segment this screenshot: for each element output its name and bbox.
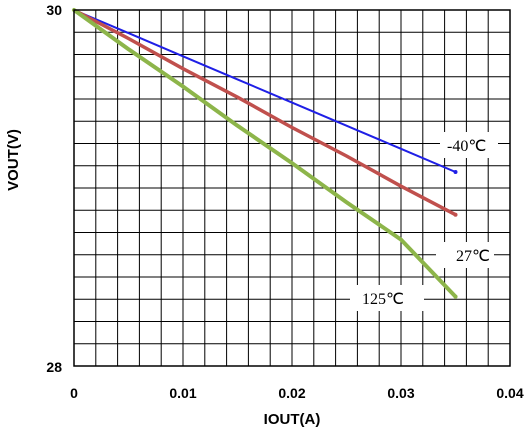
y-axis-title: VOUT(V)	[5, 129, 22, 191]
x-tick-label: 0	[70, 385, 78, 401]
series-lines	[72, 8, 458, 299]
plot-frame	[73, 9, 511, 367]
series-callouts: -40℃ 27℃ 125℃	[350, 132, 498, 311]
series-line-2	[72, 8, 458, 299]
callout-bg-27	[436, 242, 494, 268]
series-line-1	[72, 8, 458, 217]
series-end-point-2	[453, 294, 458, 299]
grid	[74, 10, 510, 366]
callout-bg-minus40	[440, 132, 498, 158]
y-tick-label: 30	[46, 2, 62, 18]
callout-label-minus40: -40℃	[447, 138, 486, 155]
x-tick-label: 0.03	[387, 385, 414, 401]
callout-label-27: 27℃	[456, 248, 490, 265]
x-axis-title: IOUT(A)	[264, 411, 321, 428]
x-tick-labels: 0 0.01 0.02 0.03 0.04	[70, 385, 524, 401]
callout-bg-125	[350, 285, 424, 311]
y-tick-labels: 28 30	[46, 2, 62, 375]
series-end-point-1	[453, 212, 458, 217]
x-tick-label: 0.02	[278, 385, 305, 401]
callout-label-125: 125℃	[362, 291, 404, 308]
series-end-point-0	[453, 169, 458, 174]
y-tick-label: 28	[46, 359, 62, 375]
x-tick-label: 0.04	[496, 385, 523, 401]
series-line-0	[73, 9, 457, 173]
x-tick-label: 0.01	[169, 385, 196, 401]
